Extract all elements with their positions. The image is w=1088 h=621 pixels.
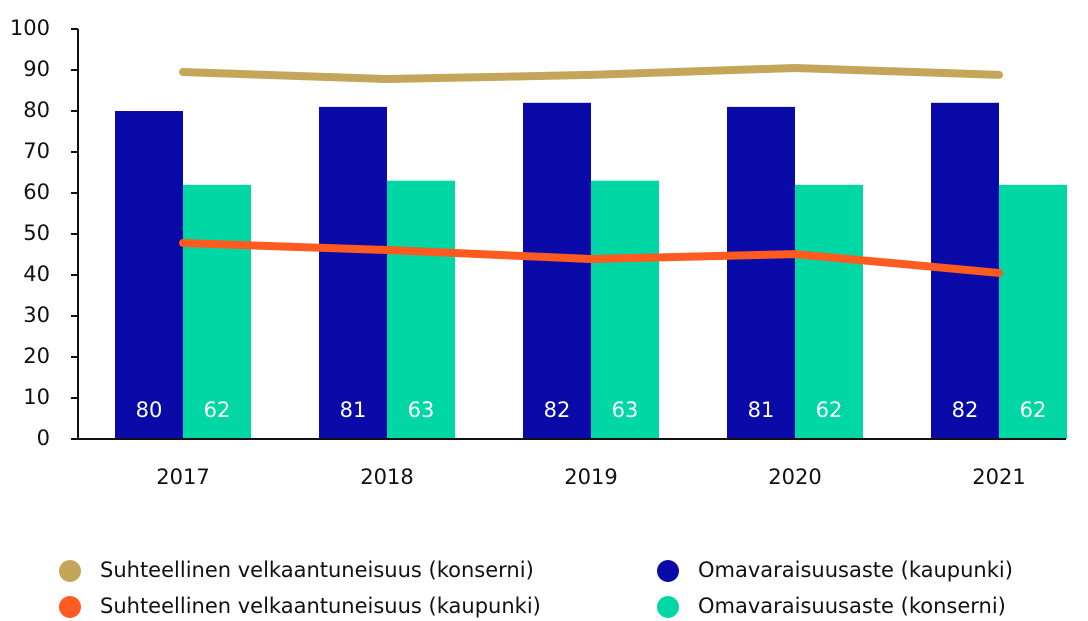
line bbox=[179, 239, 1003, 277]
data-label: 80 bbox=[136, 398, 163, 422]
y-tick-label: 80 bbox=[23, 98, 50, 122]
y-tick-label: 40 bbox=[23, 262, 50, 286]
data-label: 81 bbox=[340, 398, 367, 422]
data-label: 82 bbox=[952, 398, 979, 422]
line bbox=[179, 63, 1003, 84]
legend-label: Omavaraisuusaste (kaupunki) bbox=[698, 558, 1013, 582]
bar bbox=[727, 106, 795, 440]
bar bbox=[115, 111, 183, 439]
y-tick-label: 0 bbox=[37, 426, 50, 450]
x-tick-label: 2018 bbox=[360, 465, 413, 489]
y-tick-label: 20 bbox=[23, 344, 50, 368]
data-label: 62 bbox=[1020, 398, 1047, 422]
y-tick-label: 90 bbox=[23, 57, 50, 81]
x-tick-label: 2020 bbox=[768, 465, 821, 489]
y-tick-label: 30 bbox=[23, 303, 50, 327]
bar bbox=[183, 184, 251, 439]
data-label: 63 bbox=[408, 398, 435, 422]
y-tick-label: 70 bbox=[23, 139, 50, 163]
data-label: 82 bbox=[544, 398, 571, 422]
y-tick-label: 10 bbox=[23, 385, 50, 409]
data-label: 62 bbox=[816, 398, 843, 422]
bar bbox=[387, 180, 455, 439]
legend-marker bbox=[59, 560, 81, 582]
x-tick-label: 2017 bbox=[156, 465, 209, 489]
bar bbox=[999, 184, 1067, 439]
legend-marker bbox=[59, 596, 81, 618]
data-label: 81 bbox=[748, 398, 775, 422]
y-tick-label: 50 bbox=[23, 221, 50, 245]
data-label: 63 bbox=[612, 398, 639, 422]
y-tick-label: 100 bbox=[10, 16, 50, 40]
bar bbox=[591, 180, 659, 439]
y-tick-label: 60 bbox=[23, 180, 50, 204]
data-label: 62 bbox=[204, 398, 231, 422]
legend-label: Omavaraisuusaste (konserni) bbox=[698, 594, 1006, 618]
x-tick-label: 2019 bbox=[564, 465, 617, 489]
bar bbox=[319, 106, 387, 440]
legend-label: Suhteellinen velkaantuneisuus (konserni) bbox=[100, 558, 534, 582]
legend-marker bbox=[657, 596, 679, 618]
legend-label: Suhteellinen velkaantuneisuus (kaupunki) bbox=[100, 594, 541, 618]
bar bbox=[523, 102, 591, 440]
x-tick-label: 2021 bbox=[972, 465, 1025, 489]
bar bbox=[795, 184, 863, 439]
legend-marker bbox=[657, 560, 679, 582]
